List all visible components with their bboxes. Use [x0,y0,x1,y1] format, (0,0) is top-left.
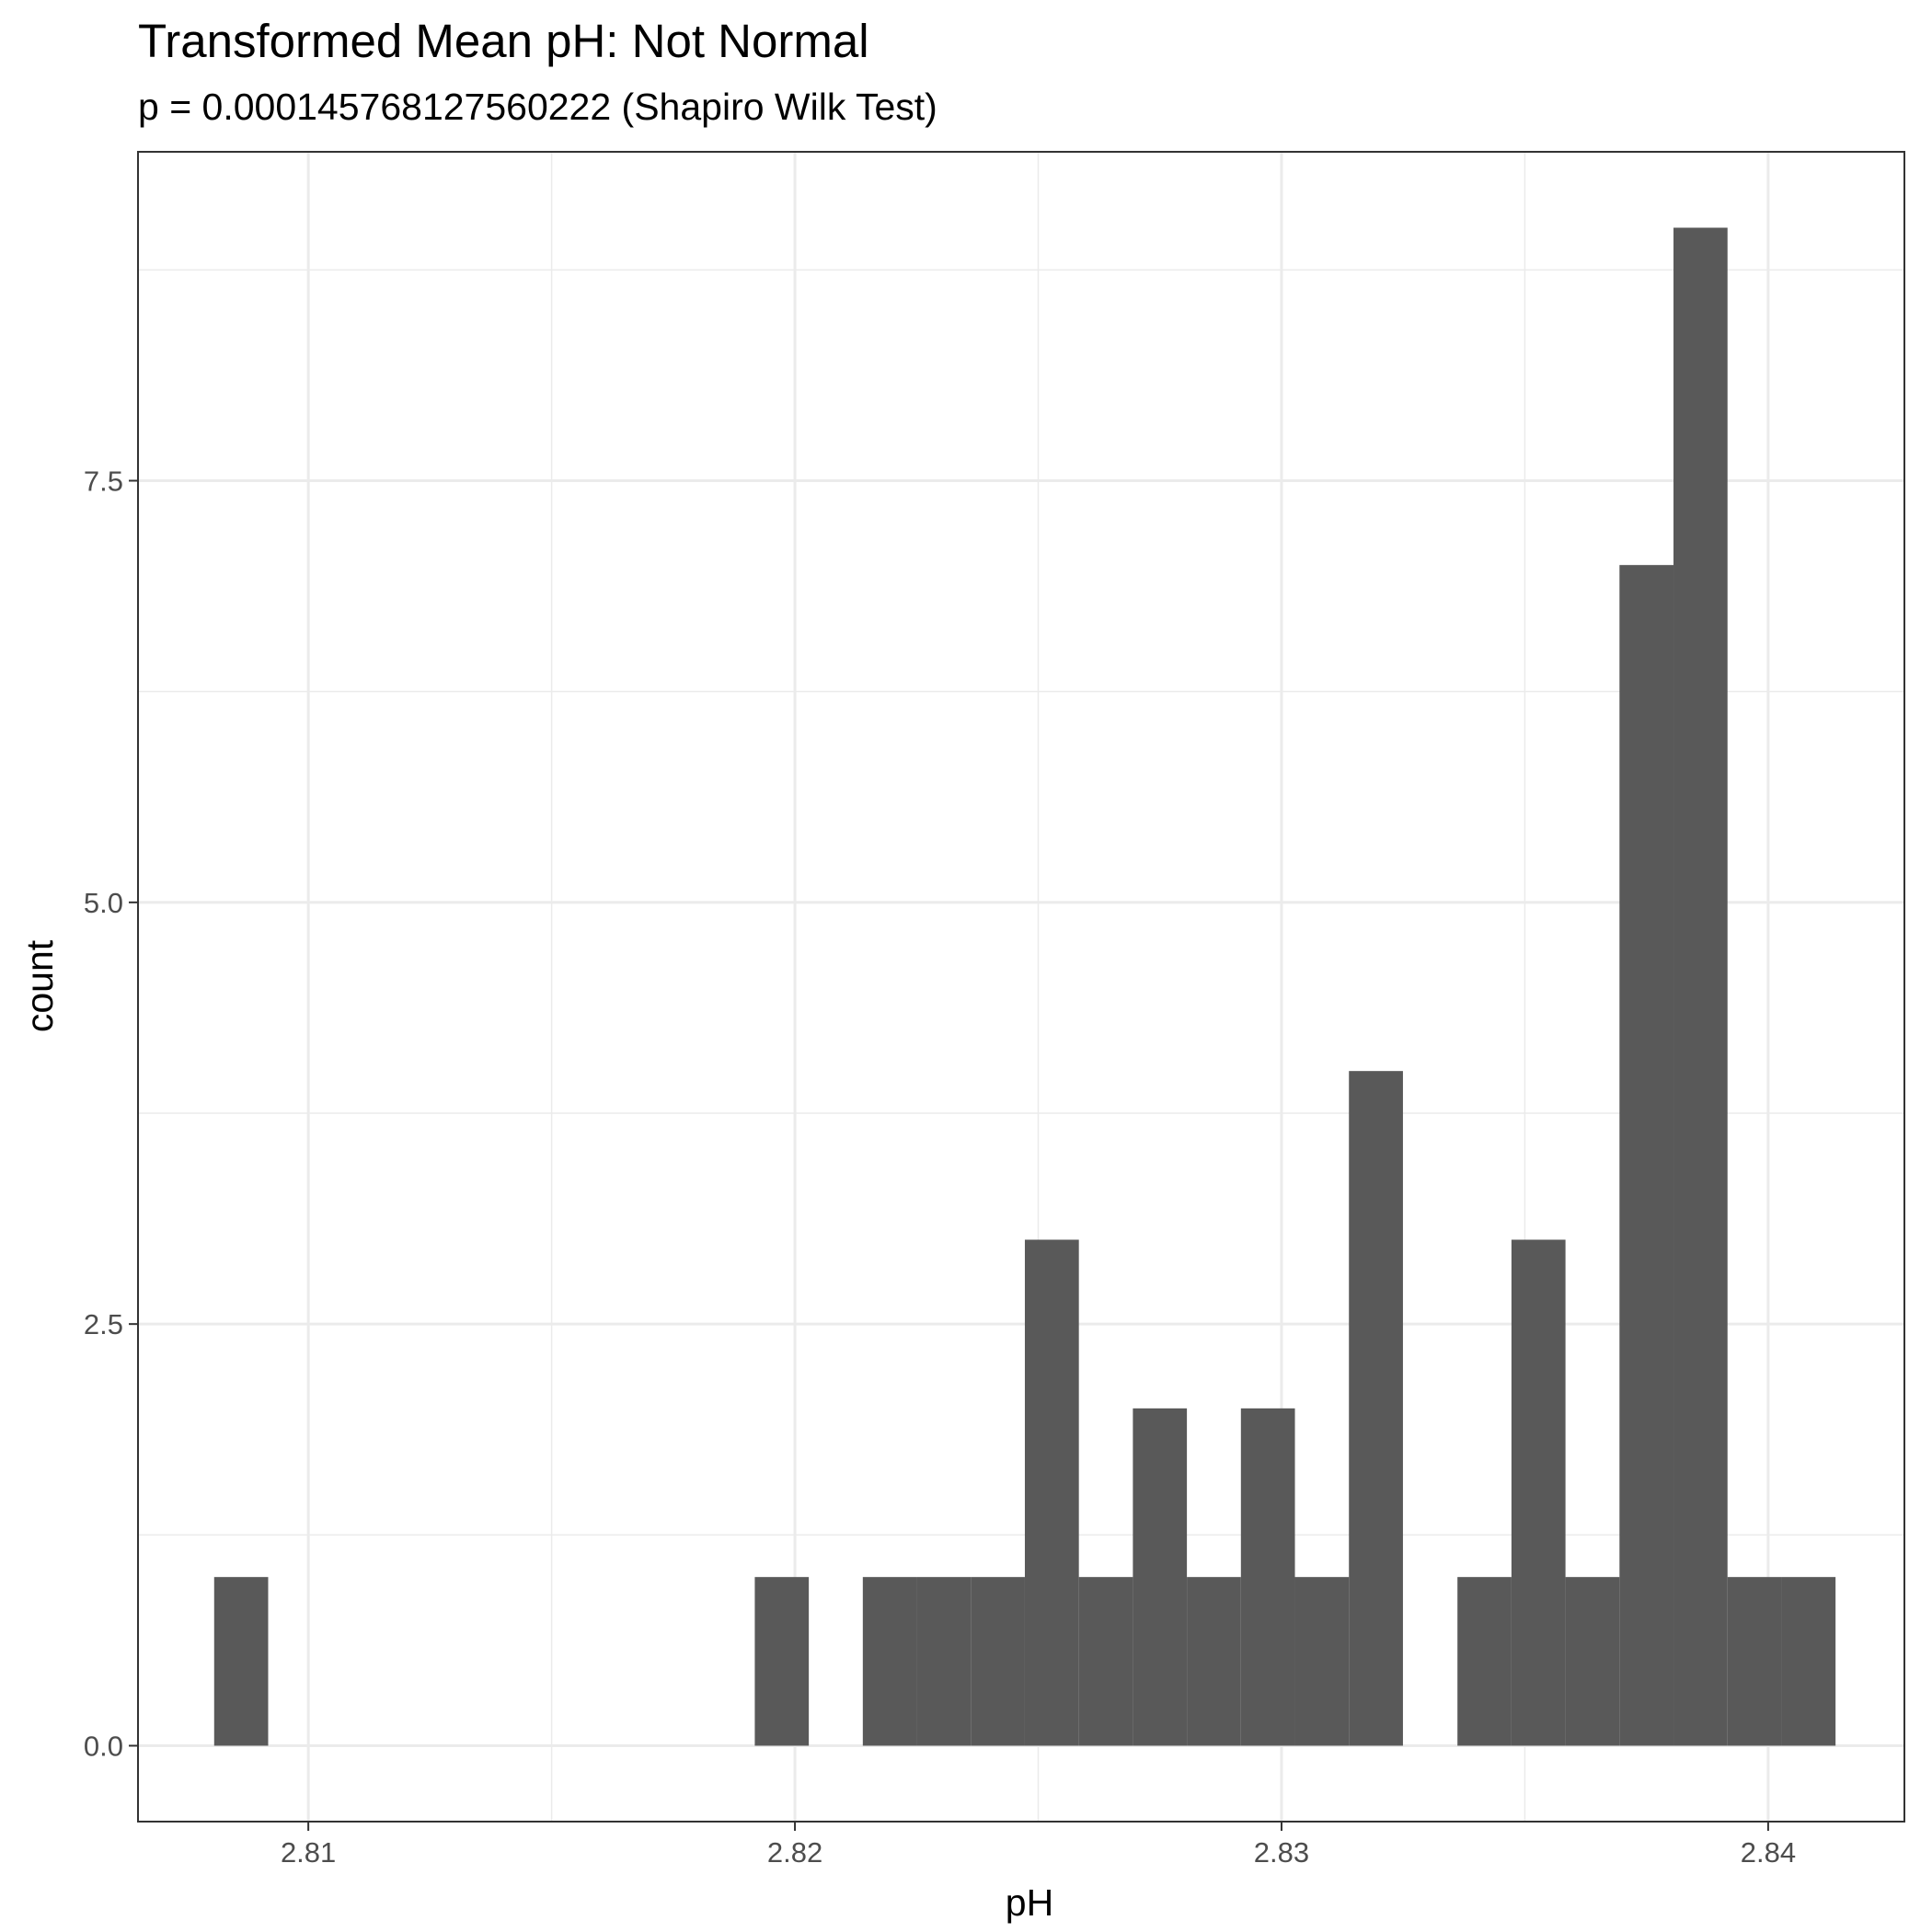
x-axis-title: pH [1006,1881,1053,1924]
minor-gridlines [138,152,1904,1822]
y-axis-ticks: 0.0 2.5 5.0 7.5 [84,466,138,1763]
histogram-bar [754,1577,810,1746]
histogram-bar [1240,1408,1295,1746]
histogram-bar [862,1577,917,1746]
histogram-bar [213,1577,269,1746]
y-tick-label: 5.0 [84,887,123,919]
histogram-bar [1673,227,1728,1746]
histogram-bar [1187,1577,1241,1746]
histogram-bar [1565,1577,1620,1746]
y-tick-label: 0.0 [84,1731,123,1763]
x-tick-label: 2.84 [1741,1836,1796,1869]
histogram-bar [1024,1239,1079,1746]
histogram-bar [1078,1577,1133,1746]
plot-border [137,151,1905,1823]
plot-panel [138,152,1904,1822]
x-tick-label: 2.82 [767,1836,822,1869]
y-tick-label: 2.5 [84,1308,123,1340]
histogram-bar [1294,1577,1350,1746]
histogram-bar [916,1577,972,1746]
histogram-bar [971,1577,1025,1746]
y-axis-title: count [18,939,61,1032]
x-tick-label: 2.83 [1254,1836,1309,1869]
chart-subtitle: p = 0.000145768127560222 (Shapiro Wilk T… [138,86,937,128]
x-axis-ticks: 2.81 2.82 2.83 2.84 [281,1822,1796,1869]
histogram-bar [1457,1577,1512,1746]
histogram-bar [1727,1577,1782,1746]
histogram-bar [1133,1408,1188,1746]
histogram-bar [1349,1071,1403,1746]
histogram-bar [1511,1239,1566,1746]
histogram-bars [213,227,1836,1746]
x-tick-label: 2.81 [281,1836,336,1869]
chart-title: Transformed Mean pH: Not Normal [138,15,869,67]
histogram-bar [1619,565,1674,1746]
histogram-bar [1781,1577,1836,1746]
y-tick-label: 7.5 [84,466,123,498]
